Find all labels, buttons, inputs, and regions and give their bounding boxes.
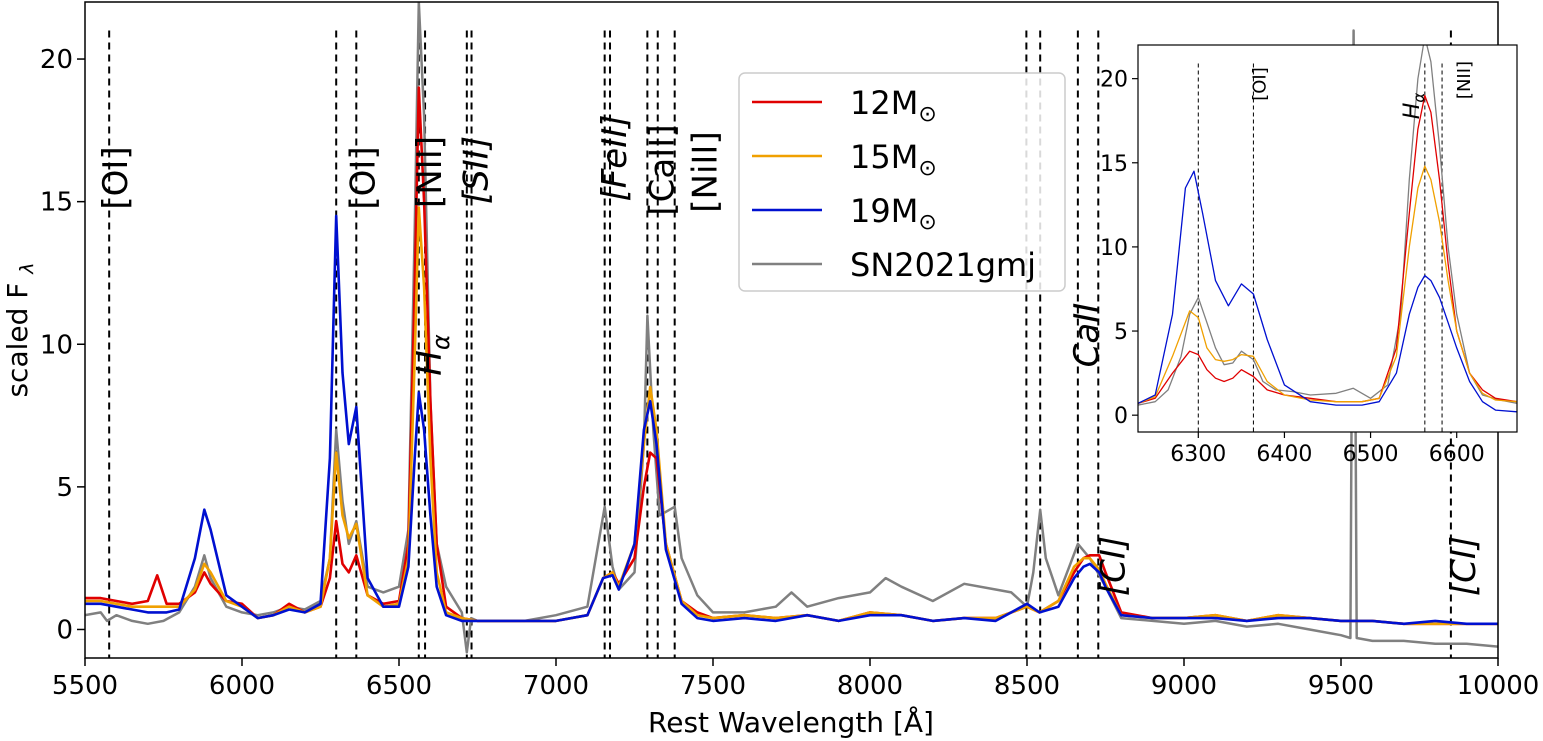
line-label-text: [NiII] (686, 131, 726, 212)
x-tick-label: 10000 (1457, 671, 1540, 701)
line-label-text: [OI] (343, 146, 383, 209)
legend-label-text: 19M (850, 192, 918, 230)
legend-label-text: 12M (850, 84, 918, 122)
inset-line-label: [NII] (1454, 61, 1475, 99)
line-label: [NII] (410, 136, 450, 208)
y-tick-label: 0 (56, 615, 73, 645)
line-label: [CI] (1093, 536, 1133, 596)
legend-label-subscript: ⊙ (918, 156, 936, 181)
inset-y-tick-label: 20 (1100, 68, 1128, 93)
inset-y-tick-label: 0 (1114, 404, 1128, 429)
x-tick-label: 6000 (209, 671, 275, 701)
inset-line-label: Hα (1400, 93, 1428, 120)
x-tick-label: 9500 (1308, 671, 1374, 701)
line-label: [CaII] (643, 124, 683, 215)
legend-label-text: SN2021gmj (850, 246, 1036, 284)
inset-series-line-15m (1138, 165, 1517, 405)
inset-axes-frame (1137, 44, 1518, 433)
legend-label-subscript: ⊙ (918, 210, 936, 235)
line-label-text: [SII] (457, 136, 497, 204)
inset-line-label-text: [NII] (1454, 61, 1475, 99)
inset-y-tick-label: 10 (1100, 236, 1128, 261)
x-tick-label: 9000 (1151, 671, 1217, 701)
inset-y-ticks: 0 5 10 15 20 (1100, 68, 1138, 429)
legend-box (738, 72, 1066, 292)
line-label-text: [CaII] (643, 124, 683, 215)
main-series-group (85, 2, 1498, 654)
legend-label-subscript: ⊙ (918, 102, 936, 127)
x-tick-label: 8000 (837, 671, 903, 701)
y-tick-label: 20 (40, 45, 73, 75)
x-tick-label: 7000 (523, 671, 589, 701)
inset-x-ticks: 6300 6400 6500 6600 (1170, 432, 1485, 467)
main-line-markers (108, 30, 1452, 658)
y-tick-label: 10 (40, 330, 73, 360)
inset-plot: 6300 6400 6500 6600 0 5 10 15 20 [OI] Hα [NII] (1100, 44, 1518, 467)
line-label: [NiII] (686, 131, 726, 212)
inset-series-group (1138, 45, 1517, 413)
main-y-ticks: 0 5 10 15 20 (40, 45, 85, 645)
line-label: [OI] (96, 146, 136, 209)
line-label: [SII] (457, 136, 497, 204)
line-label: CaII (1067, 303, 1107, 368)
inset-series-line-19m (1138, 170, 1517, 413)
line-label-text: [CI] (1444, 536, 1484, 596)
legend-label: 12M⊙ (850, 84, 937, 127)
inset-x-tick-label: 6300 (1170, 442, 1226, 467)
line-label-text: [OI] (96, 146, 136, 209)
line-label: [OI] (343, 146, 383, 209)
legend-label: SN2021gmj (850, 246, 1036, 284)
inset-y-tick-label: 15 (1100, 152, 1128, 177)
line-label-text: CaII (1067, 303, 1107, 368)
legend-label: 15M⊙ (850, 138, 937, 181)
inset-line-label-text: H (1400, 103, 1425, 120)
line-label-text: [NII] (410, 136, 450, 208)
line-label: Hα (410, 334, 455, 376)
line-label-text: [CI] (1093, 536, 1133, 596)
legend: 12M⊙15M⊙19M⊙SN2021gmj (738, 72, 1066, 292)
y-tick-label: 5 (56, 473, 73, 503)
inset-background (1138, 45, 1517, 432)
line-label: [CI] (1444, 536, 1484, 596)
inset-x-tick-label: 6500 (1343, 442, 1399, 467)
x-tick-label: 6500 (366, 671, 432, 701)
x-tick-label: 8500 (994, 671, 1060, 701)
inset-line-label-text: [OI] (1249, 67, 1270, 101)
line-label-subscript: α (427, 334, 455, 350)
x-tick-label: 7500 (680, 671, 746, 701)
series-line-19m (85, 214, 1498, 626)
inset-line-label-subscript: α (1410, 93, 1428, 103)
line-label-text: [FeII] (595, 114, 635, 201)
main-line-labels: [OI] [OI] Hα [NII] [SII] [FeII] [CaII] [NiII] Ca… (96, 114, 1484, 596)
line-label-text: H (410, 350, 450, 376)
main-x-ticks: 5500 6000 6500 7000 7500 8000 8500 9000 9500 1000… (52, 658, 1539, 701)
line-label: [FeII] (595, 114, 635, 201)
legend-label-text: 15M (850, 138, 918, 176)
x-axis-label: Rest Wavelength [Å] (648, 705, 934, 739)
inset-x-tick-label: 6400 (1256, 442, 1312, 467)
inset-line-labels: [OI] Hα [NII] (1249, 61, 1475, 119)
y-axis-label: scaled F λ (1, 262, 38, 397)
inset-line-markers (1197, 63, 1443, 432)
x-tick-label: 5500 (52, 671, 118, 701)
legend-label: 19M⊙ (850, 192, 937, 235)
y-tick-label: 15 (40, 188, 73, 218)
inset-series-line-sn2021gmj (1138, 45, 1517, 406)
inset-y-tick-label: 5 (1114, 320, 1128, 345)
inset-line-label: [OI] (1249, 67, 1270, 101)
inset-x-tick-label: 6600 (1429, 442, 1485, 467)
